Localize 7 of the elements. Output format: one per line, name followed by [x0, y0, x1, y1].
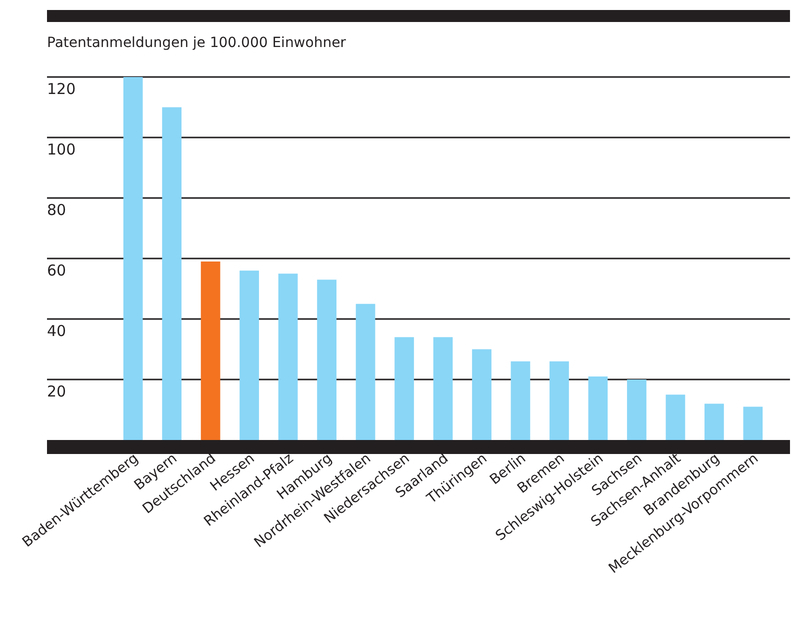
y-tick-label: 20 [47, 382, 66, 400]
y-tick-label: 80 [47, 201, 66, 219]
y-tick-label: 60 [47, 262, 66, 280]
y-tick-label: 40 [47, 322, 66, 340]
y-axis-title: Patentanmeldungen je 100.000 Einwohner [47, 35, 346, 51]
y-tick-label: 120 [47, 80, 76, 98]
y-tick-label: 100 [47, 140, 76, 158]
